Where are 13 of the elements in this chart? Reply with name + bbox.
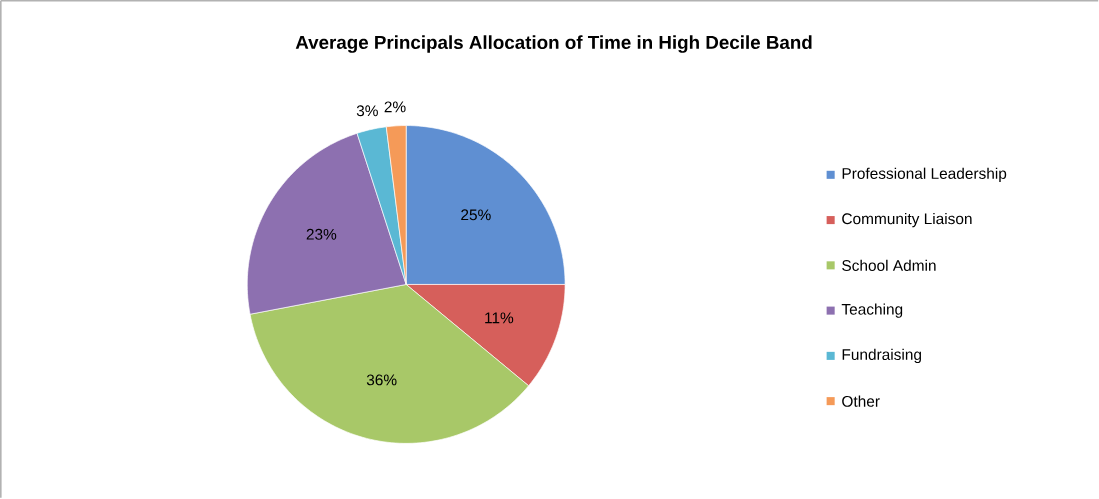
data-label: 3% (356, 105, 378, 117)
legend-label: Other (842, 395, 880, 408)
legend-label: Community Liaison (842, 213, 972, 228)
legend-label: School Admin (842, 259, 936, 272)
data-label: 36% (366, 374, 397, 386)
legend-label: Professional Leadership (842, 167, 1007, 183)
legend-label: Fundraising (842, 348, 921, 364)
data-label: 23% (306, 229, 337, 240)
data-label: 25% (461, 209, 491, 221)
chart-title: Average Principals Allocation of Time in High Decile Band (295, 35, 812, 54)
data-label: 11% (485, 312, 514, 324)
data-label: 2% (384, 101, 406, 113)
legend-label: Teaching (841, 303, 903, 319)
